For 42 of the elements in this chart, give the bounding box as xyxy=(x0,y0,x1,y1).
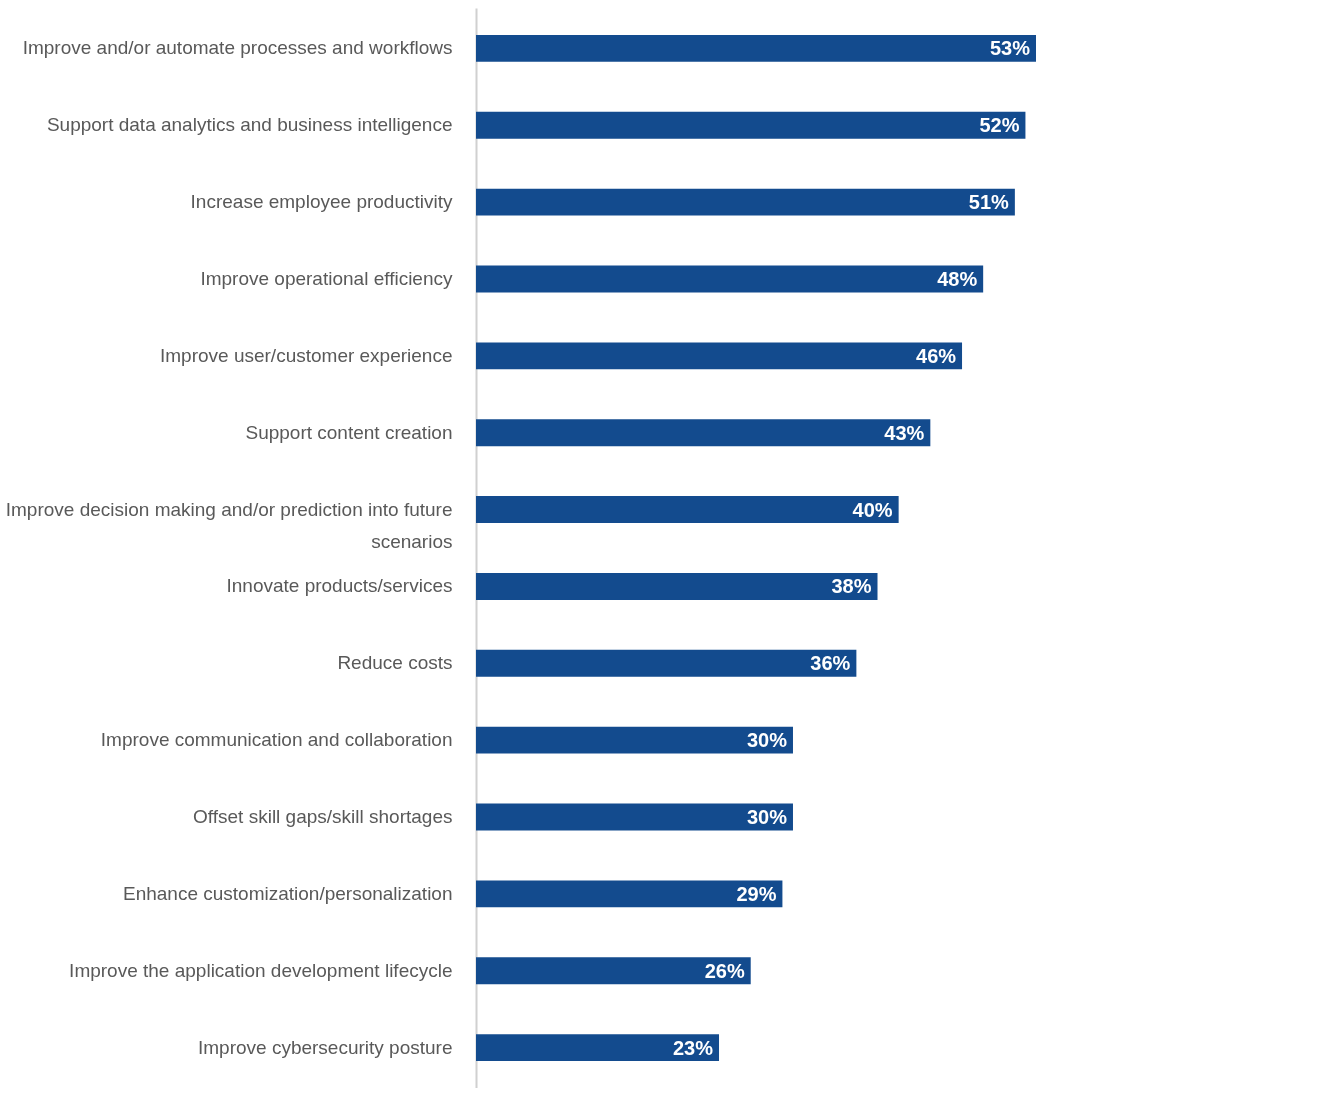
y-tick-label: Improve user/customer experience xyxy=(159,344,453,366)
bar xyxy=(476,880,783,908)
y-tick-label: Increase employee productivity xyxy=(190,191,453,213)
bar xyxy=(476,1034,720,1062)
y-tick-label: Improve operational efficiency xyxy=(200,267,453,289)
y-tick-label: Support data analytics and business intelligence xyxy=(46,114,453,136)
bar xyxy=(476,111,1026,139)
bar xyxy=(476,265,984,293)
bar xyxy=(476,496,899,524)
y-tick-label: Improve and/or automate processes and workflows xyxy=(22,37,453,59)
data-label: 51% xyxy=(968,191,1010,214)
y-tick-label: Improve decision making and/or prediction into future scenarios xyxy=(5,498,453,552)
y-tick-label: Reduce costs xyxy=(337,652,453,674)
data-label: 46% xyxy=(916,344,957,367)
bar xyxy=(476,803,793,831)
data-label: 26% xyxy=(704,959,745,982)
y-tick-label: Improve communication and collaboration xyxy=(100,729,453,751)
bar xyxy=(476,649,857,677)
bar xyxy=(476,726,793,754)
y-tick-label: Enhance customization/personalization xyxy=(122,882,453,904)
data-label: 30% xyxy=(746,806,788,829)
bar xyxy=(476,957,751,985)
y-tick-label: Support content creation xyxy=(245,421,453,443)
bar xyxy=(476,34,1036,62)
data-label: 30% xyxy=(746,729,788,752)
bar xyxy=(476,419,931,447)
data-label: 53% xyxy=(989,37,1031,60)
y-tick-label: Improve cybersecurity posture xyxy=(198,1036,453,1058)
data-label: 36% xyxy=(810,652,851,675)
y-tick-label: Improve the application development lifecycle xyxy=(69,959,453,981)
data-label: 43% xyxy=(884,421,925,444)
data-label: 52% xyxy=(979,114,1020,137)
data-label: 40% xyxy=(852,498,893,521)
data-label: 29% xyxy=(736,882,777,905)
data-label: 48% xyxy=(937,267,978,290)
data-label: 38% xyxy=(831,575,872,598)
data-label: 23% xyxy=(672,1036,714,1059)
y-tick-label: Offset skill gaps/skill shortages xyxy=(193,806,453,828)
bar xyxy=(476,342,963,370)
bar xyxy=(476,572,878,600)
bar xyxy=(476,188,1015,216)
y-tick-label: Innovate products/services xyxy=(226,575,453,597)
